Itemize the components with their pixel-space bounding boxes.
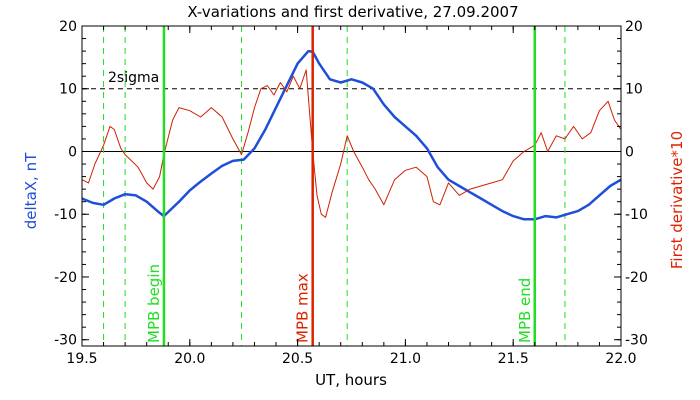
x-tick-label-4: 21.5 (498, 351, 529, 367)
x-tick-label-3: 21.0 (390, 351, 421, 367)
marker-label-mpb-begin: MPB begin (145, 264, 163, 343)
y-tick-label-right-3: -10 (625, 207, 648, 223)
x-axis-label: UT, hours (315, 371, 387, 389)
y-tick-label-right-1: 10 (625, 82, 643, 98)
series-layer (81, 49, 622, 221)
series-deltaX (81, 49, 622, 221)
y-tick-label-left-4: -20 (54, 270, 77, 286)
chart-title: X-variations and first derivative, 27.09… (187, 3, 518, 21)
reference-lines (82, 26, 621, 346)
y-tick-label-right-0: 20 (625, 19, 643, 35)
x-tick-label-2: 20.5 (282, 351, 313, 367)
marker-layer: MPB begin MPB max MPB end (145, 26, 537, 346)
y-tick-label-right-4: -20 (625, 270, 648, 286)
y-axis-left-label: deltaX, nT (22, 152, 40, 229)
y-tick-label-right-2: 0 (625, 144, 634, 160)
x-tick-label-5: 22.0 (605, 351, 636, 367)
y-tick-label-left-3: -10 (54, 207, 77, 223)
y-axis-right-label: First derivative*10 (668, 131, 686, 269)
x-tick-label-1: 20.0 (174, 351, 205, 367)
y-tick-label-left-1: 10 (59, 82, 77, 98)
series-derivative (81, 69, 622, 218)
marker-label-mpb-max: MPB max (294, 273, 312, 343)
y-tick-label-right-5: -30 (625, 333, 648, 349)
tick-layer: 19.5 20.0 20.5 21.0 21.5 22.0 20 20 10 10 0 0 -10 -10… (54, 19, 648, 367)
x-tick-label-0: 19.5 (66, 351, 97, 367)
y-tick-label-left-0: 20 (59, 19, 77, 35)
marker-label-mpb-end: MPB end (516, 278, 534, 343)
plot-frame (81, 25, 622, 347)
threshold-label: 2sigma (108, 70, 159, 86)
y-tick-label-left-5: -30 (54, 333, 77, 349)
y-tick-label-left-2: 0 (68, 144, 77, 160)
